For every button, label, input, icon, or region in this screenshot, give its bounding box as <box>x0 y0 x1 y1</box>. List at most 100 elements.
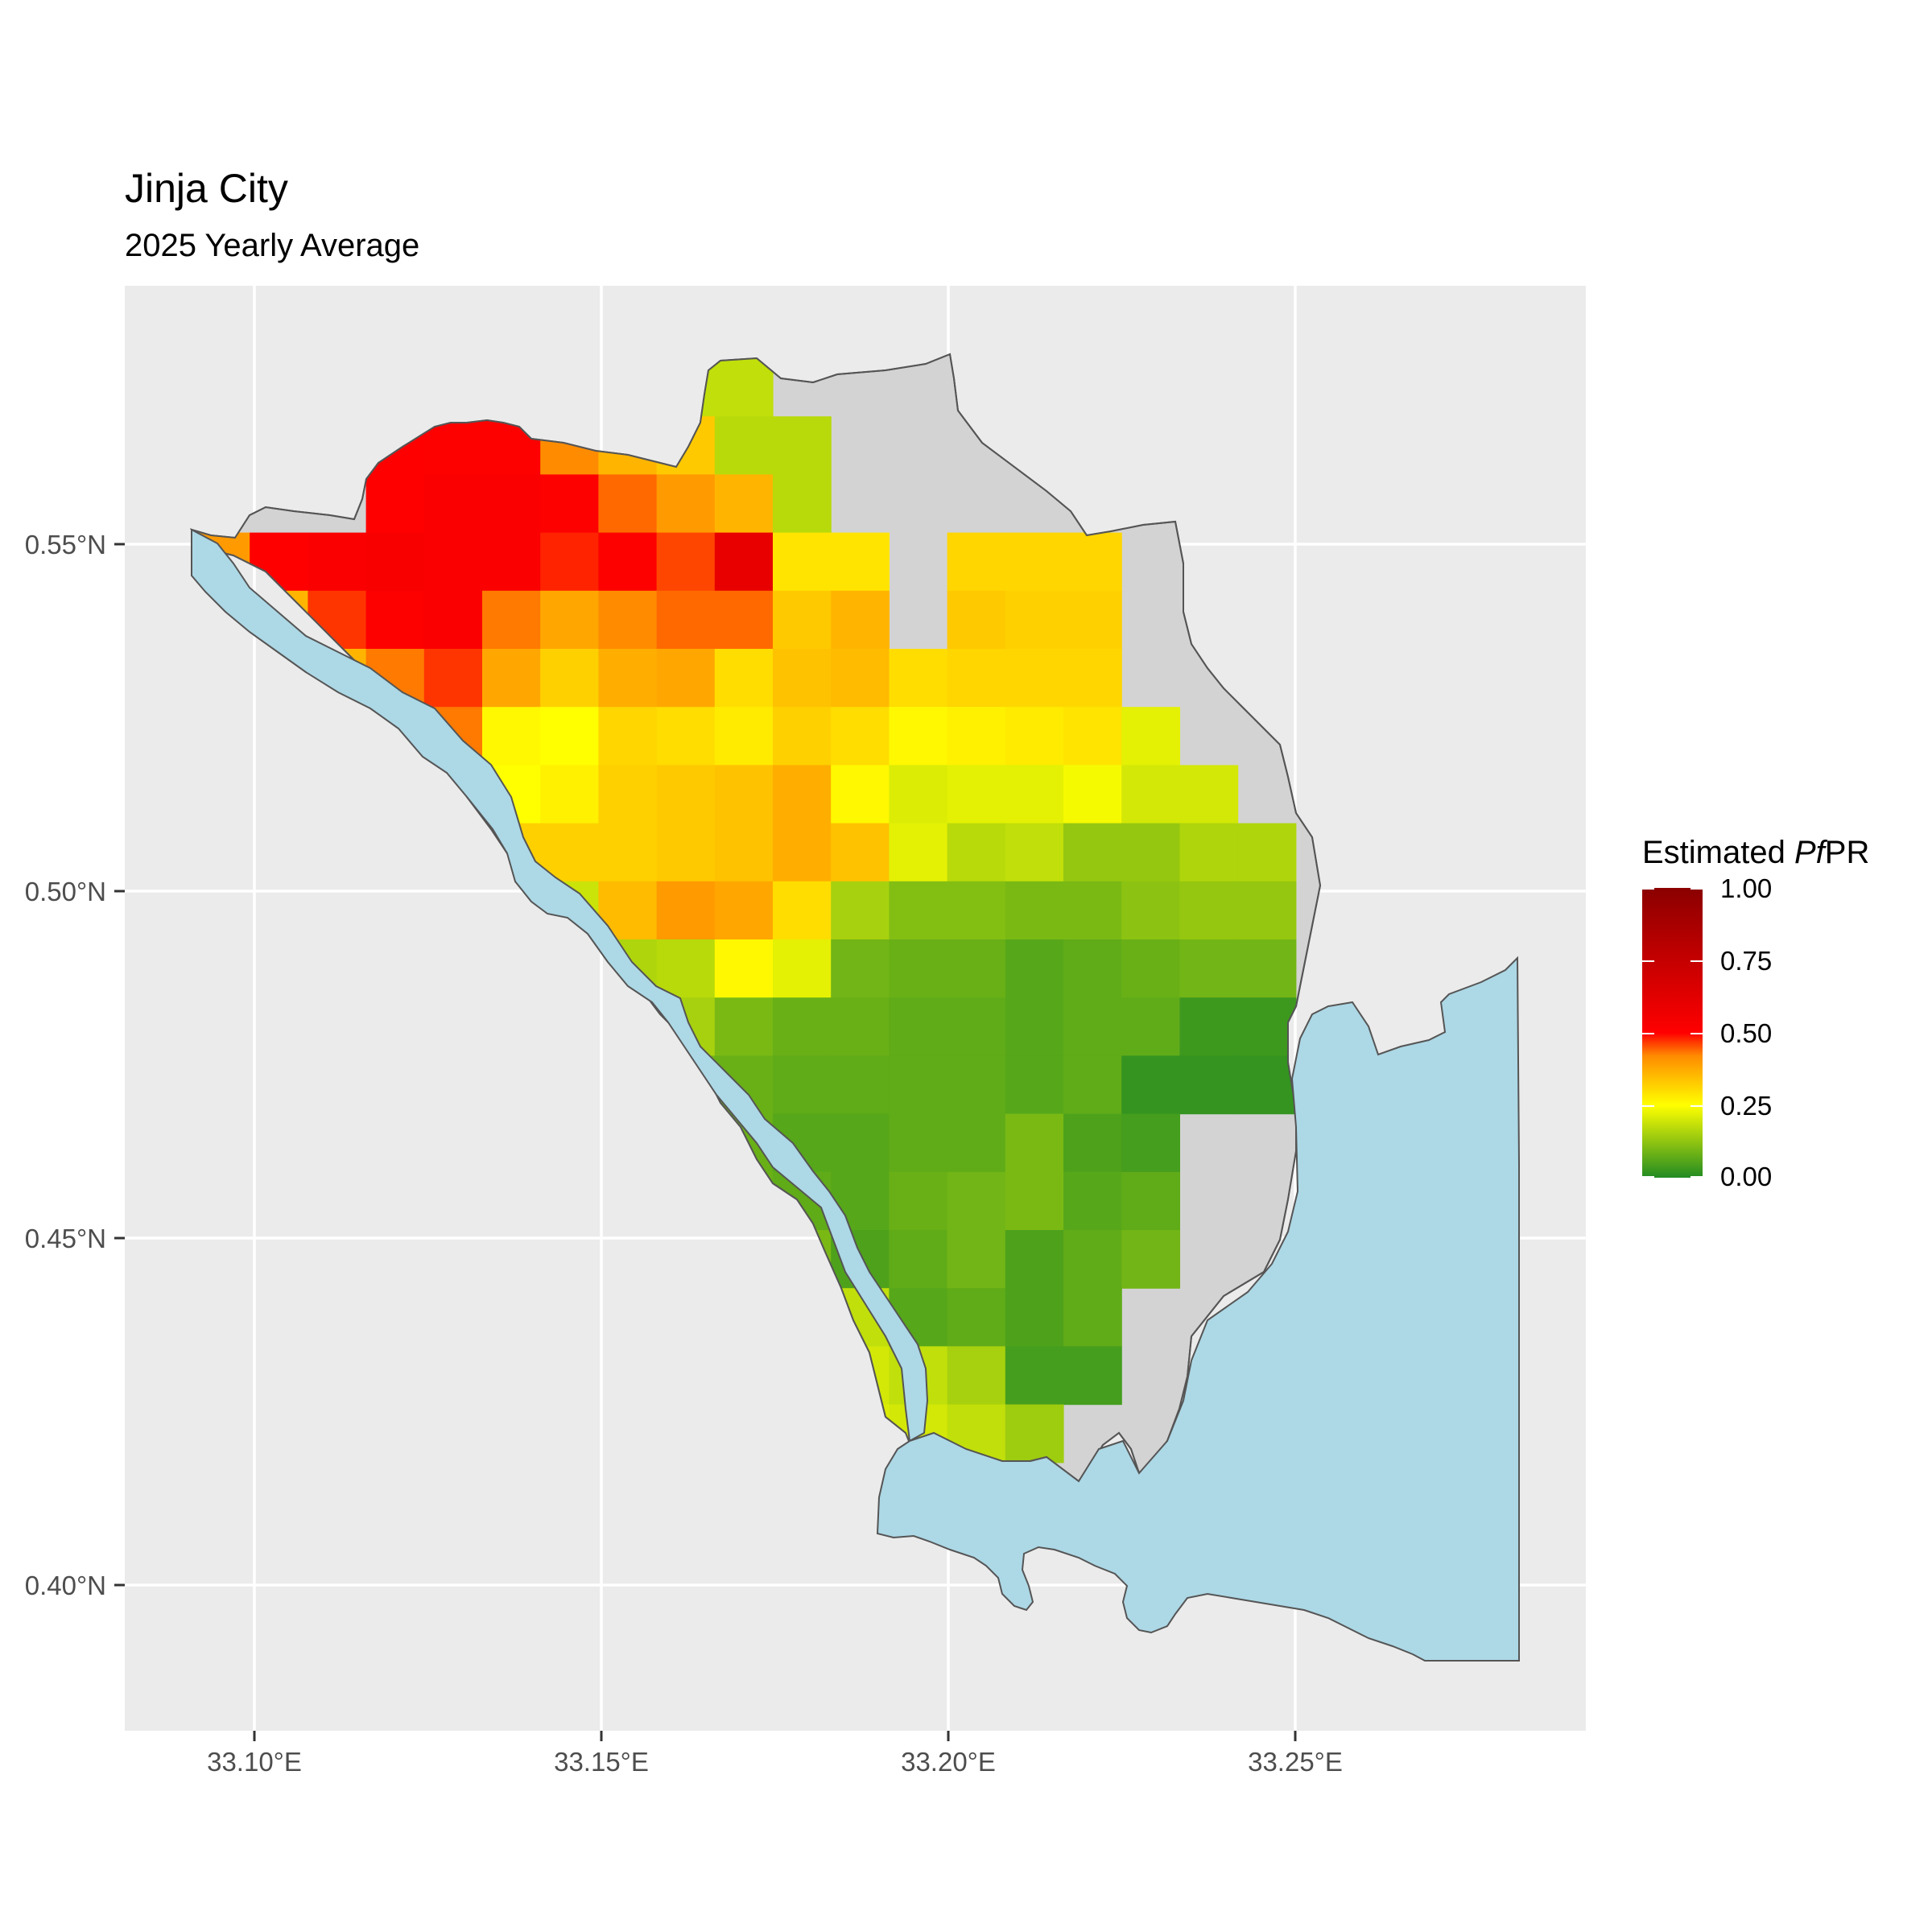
legend-tick <box>1642 1176 1654 1178</box>
raster-cell <box>1063 881 1122 940</box>
raster-cell <box>889 707 948 766</box>
raster-cell <box>482 707 541 766</box>
raster-cell <box>308 707 367 766</box>
raster-cell <box>773 707 832 766</box>
map-subtitle: 2025 Yearly Average <box>125 228 420 263</box>
raster-cell <box>1005 1171 1064 1231</box>
raster-cell <box>1121 707 1180 766</box>
raster-cell <box>365 823 425 882</box>
raster-cell <box>598 765 658 824</box>
legend-tick <box>1690 960 1703 962</box>
raster-cell <box>714 939 774 998</box>
raster-cell <box>308 532 367 592</box>
raster-cell <box>540 707 599 766</box>
raster-cell <box>947 997 1006 1056</box>
raster-cell <box>714 823 774 882</box>
legend-tick <box>1690 1176 1703 1178</box>
raster-cell <box>773 590 832 650</box>
raster-cell <box>1005 649 1064 708</box>
raster-cell <box>1179 997 1239 1056</box>
raster-cell <box>423 416 483 475</box>
raster-cell <box>423 649 483 708</box>
raster-cell <box>482 649 541 708</box>
raster-cell <box>365 474 425 534</box>
raster-cell <box>656 939 716 998</box>
raster-cell <box>1121 939 1180 998</box>
raster-cell <box>423 823 483 882</box>
raster-cell <box>1005 532 1064 592</box>
raster-cell <box>1237 881 1297 940</box>
raster-cell <box>1063 939 1122 998</box>
raster-cell <box>656 707 716 766</box>
raster-cell <box>947 1171 1006 1231</box>
raster-cell <box>598 590 658 650</box>
raster-cell <box>773 474 832 534</box>
raster-cell <box>1063 765 1122 824</box>
raster-cell <box>831 939 890 998</box>
raster-cell <box>1005 1230 1064 1289</box>
raster-cell <box>540 532 599 592</box>
raster-cell <box>540 997 599 1056</box>
raster-cell <box>831 1055 890 1115</box>
x-axis <box>253 1731 1297 1741</box>
raster-cell <box>1121 1055 1180 1115</box>
raster-cell <box>889 1171 948 1231</box>
legend-tick <box>1642 1033 1654 1034</box>
raster-cell <box>365 416 425 475</box>
raster-cell <box>1005 765 1064 824</box>
raster-cell <box>1063 649 1122 708</box>
x-tick-label: 33.25°E <box>1248 1747 1343 1777</box>
raster-cell <box>1063 1055 1122 1115</box>
raster-cell <box>1063 590 1122 650</box>
raster-cell <box>889 939 948 998</box>
raster-cell <box>482 590 541 650</box>
legend-tick <box>1642 888 1654 890</box>
legend-tick <box>1642 960 1654 962</box>
raster-cell <box>656 1171 716 1231</box>
raster-cell <box>714 416 774 475</box>
raster-cell <box>947 1113 1006 1173</box>
raster-cell <box>889 997 948 1056</box>
raster-cell <box>365 590 425 650</box>
legend-label: 0.25 <box>1720 1091 1773 1121</box>
legend-tick <box>1690 1105 1703 1107</box>
raster-cell <box>1005 823 1064 882</box>
raster-cell <box>947 590 1006 650</box>
raster-cell <box>947 1055 1006 1115</box>
legend-label: 1.00 <box>1720 873 1773 903</box>
legend-title: Estimated PfPR <box>1642 835 1870 870</box>
raster-cell <box>1237 997 1297 1056</box>
raster-cell <box>1005 707 1064 766</box>
raster-cell <box>714 881 774 940</box>
raster-cell <box>423 590 483 650</box>
raster-cell <box>831 823 890 882</box>
raster-cell <box>889 1055 948 1115</box>
raster-cell <box>714 649 774 708</box>
raster-cell <box>714 474 774 534</box>
raster-cell <box>1179 881 1239 940</box>
raster-cell <box>947 823 1006 882</box>
raster-cell <box>1005 1113 1064 1173</box>
map-title: Jinja City <box>125 166 288 211</box>
raster-cell <box>831 997 890 1056</box>
raster-cell <box>714 765 774 824</box>
raster-cell <box>1121 1113 1180 1173</box>
raster-cell <box>773 416 832 475</box>
raster-cell <box>1237 1055 1297 1115</box>
raster-cell <box>1063 997 1122 1056</box>
raster-cell <box>947 765 1006 824</box>
y-axis <box>114 543 125 1587</box>
raster-cell <box>714 997 774 1056</box>
raster-cell <box>1005 939 1064 998</box>
raster-cell <box>656 649 716 708</box>
raster-cell <box>656 416 716 475</box>
raster-cell <box>1063 1230 1122 1289</box>
legend-label: 0.00 <box>1720 1162 1773 1191</box>
raster-cell <box>773 1346 832 1406</box>
raster-cell <box>889 1230 948 1289</box>
raster-cell <box>1179 823 1239 882</box>
raster-cell <box>831 590 890 650</box>
legend-tick <box>1690 1033 1703 1034</box>
x-tick-label: 33.20°E <box>901 1747 996 1777</box>
legend-tick <box>1690 888 1703 890</box>
